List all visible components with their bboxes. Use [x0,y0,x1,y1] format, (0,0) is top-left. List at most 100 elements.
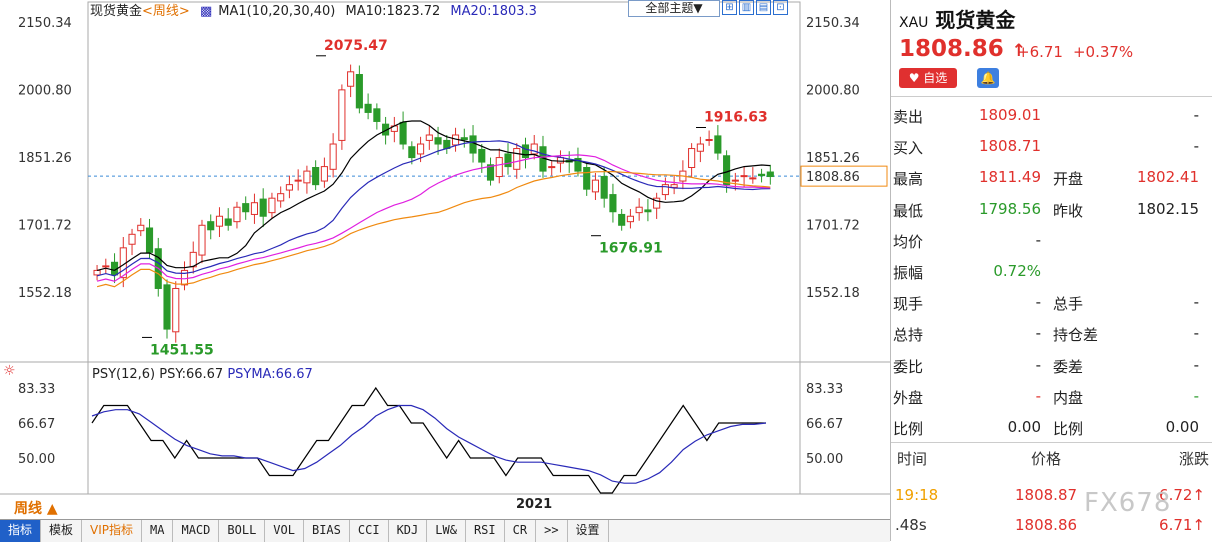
ma-line-MA20 [96,140,771,277]
quote-v1: 1798.56 [978,199,1041,218]
grid-icon[interactable]: ⊞ [722,0,737,15]
last-price-value: 1808.86 [899,36,1004,62]
ma-line-MA40 [96,170,771,288]
toolbar-item-8[interactable]: CCI [350,520,389,542]
candle [644,209,652,213]
zoom-out-icon[interactable]: ▤ [756,0,771,15]
toolbar-item-0[interactable]: 指标 [0,520,42,542]
toolbar-item-12[interactable]: CR [505,520,537,542]
trade-row: .48s 1808.86 6.71↑ [891,512,1212,540]
indicator-name: PSY(12,6) [92,367,156,382]
annotation-label: 2075.47 [324,38,388,54]
y-tick-label-right: 2150.34 [806,16,860,31]
toolbar-item-5[interactable]: BOLL [219,520,266,542]
add-favorite-button[interactable]: ♥ 自选 [899,68,957,88]
candle [145,227,154,253]
candle [670,184,678,188]
quote-l2: 开盘 [1053,170,1084,189]
quote-l1: 最低 [893,201,924,220]
y-tick-label-left: 2150.34 [18,16,72,31]
y-tick-label-left: 1552.18 [18,286,72,301]
quote-v1: - [1035,230,1041,249]
toolbar-item-7[interactable]: BIAS [304,520,350,542]
candle [233,206,241,223]
quote-l1: 总持 [893,326,924,345]
quote-v1: 1811.49 [978,168,1041,187]
quote-l2: 内盘 [1053,388,1084,407]
candle [355,74,363,109]
toolbar-item-2[interactable]: VIP指标 [82,520,143,542]
quote-l2: 持仓差 [1053,326,1099,345]
candle [548,166,556,169]
toolbar-item-4[interactable]: MACD [173,520,220,542]
candle [137,224,145,232]
quote-row: 现手 - 总手 - [891,287,1212,318]
candle [618,213,626,226]
candle [434,137,442,145]
ind-y-tick-right: 83.33 [806,382,843,397]
candle [102,265,110,268]
trade-time: 19:18 [895,486,939,504]
year-label: 2021 [516,497,553,512]
trade-header-time: 时间 [897,450,928,468]
symbol-code: XAU [899,15,929,31]
candle [574,157,582,172]
toolbar-item-6[interactable]: VOL [265,520,304,542]
candle [591,179,600,193]
y-tick-label-left: 1851.26 [18,151,72,166]
period-link[interactable]: <周线> [142,4,190,19]
indicator-toolbar: 指标 模板 VIP指标 MA MACD BOLL VOL BIAS CCI KDJ LW& RSI CR… [0,519,890,542]
y-tick-label-right: 2000.80 [806,84,860,99]
toolbar-item-1[interactable]: 模板 [41,520,83,542]
candle [347,71,355,87]
divider [891,96,1212,97]
price-change: +6.71 +0.37% [1017,43,1143,61]
price-chart[interactable]: 2150.34 2150.34 2000.80 2000.80 1851.26 1851.… [0,0,890,519]
ma-params-icon[interactable]: ▩ [199,4,213,19]
chart-area[interactable]: 2150.34 2150.34 2000.80 2000.80 1851.26 1851.… [0,0,890,542]
toolbar-item-10[interactable]: LW& [427,520,466,542]
indicator-line-PSY [91,386,766,494]
candle [399,121,407,145]
toolbar-item-11[interactable]: RSI [466,520,505,542]
candle [224,218,232,226]
quote-l1: 卖出 [893,108,924,126]
candle [530,143,538,155]
theme-dropdown[interactable]: 全部主题▼ [628,0,720,17]
trade-header-change: 涨跌 [1179,450,1210,468]
toolbar-item-13[interactable]: >> [536,520,568,542]
ma10-readout: MA10:1823.72 [345,4,441,19]
candle [180,269,189,286]
trade-change: 6.72↑ [1159,486,1205,504]
candle [478,148,486,163]
quote-l1: 最高 [893,170,924,189]
toolbar-item-3[interactable]: MA [142,520,174,542]
quote-row: 外盘 - 内盘 - [891,381,1212,412]
quote-row: 最低 1798.56 昨收 1802.15 [891,194,1212,225]
toolbar-item-9[interactable]: KDJ [389,520,428,542]
candle [312,166,320,186]
candle [172,287,180,333]
candle [653,197,661,209]
candle [93,269,101,276]
period-selector[interactable]: 周线 ▲ [14,501,58,517]
symbol-name: 现货黄金 [935,8,1016,32]
quote-v1: - [1035,324,1041,343]
toolbar-item-14[interactable]: 设置 [568,520,609,542]
bell-icon[interactable]: 🔔 [977,68,999,88]
annotation-label: 1451.55 [150,342,214,358]
quote-v1: 0.00 [1007,418,1041,436]
candle [521,144,530,159]
quote-row: 委比 - 委差 - [891,350,1212,381]
indicator-settings-icon[interactable]: ☼ [3,363,16,379]
candle [277,193,285,202]
quote-v1: 1808.71 [978,137,1041,156]
quote-l2: 比例 [1053,420,1084,438]
quote-l1: 委比 [893,357,924,376]
candle [688,148,696,168]
symbol-title: XAU 现货黄金 [899,4,1015,33]
ind-y-tick-right: 66.67 [806,417,843,432]
up-arrow-icon: ↑ [1011,41,1027,61]
fit-icon[interactable]: ⊡ [773,0,788,15]
zoom-in-icon[interactable]: ▥ [739,0,754,15]
